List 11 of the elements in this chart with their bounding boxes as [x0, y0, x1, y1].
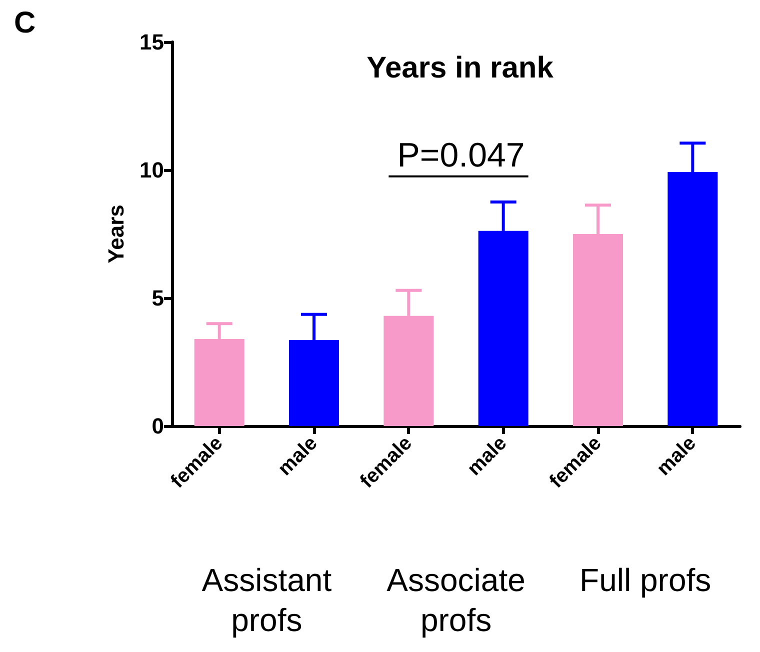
y-axis-title: Years — [104, 204, 128, 264]
y-tick-label: 0 — [152, 414, 164, 438]
y-tick-label: 10 — [140, 158, 164, 182]
chart-title: Years in rank — [366, 52, 554, 84]
text: Assistant profs — [202, 562, 332, 638]
y-tick-label: 5 — [152, 286, 164, 310]
text: Full profs — [580, 562, 712, 598]
text: Associate profs — [386, 562, 526, 638]
y-tick-label: 15 — [140, 30, 164, 54]
annotation: P=0.047 — [397, 136, 525, 174]
text: C — [14, 6, 36, 40]
